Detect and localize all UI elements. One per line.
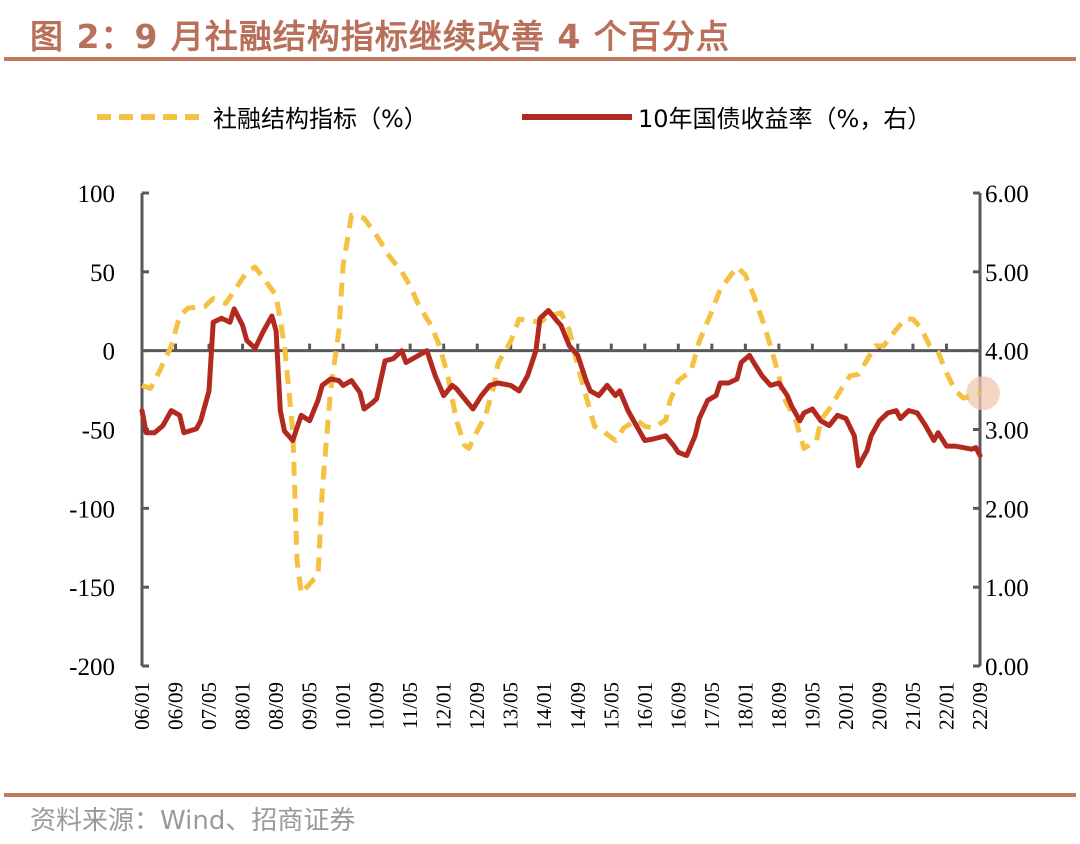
highlight-marker — [966, 376, 1000, 411]
left-tick-label: -150 — [69, 575, 115, 602]
x-tick-label: 20/01 — [834, 682, 858, 730]
right-tick-label: 2.00 — [985, 496, 1029, 523]
x-tick-label: 12/09 — [465, 682, 489, 730]
x-tick-label: 15/05 — [599, 682, 623, 730]
series-line-2 — [139, 306, 983, 469]
left-tick-label: 100 — [78, 181, 116, 208]
x-tick-label: 18/09 — [767, 682, 791, 730]
x-tick-label: 20/09 — [867, 682, 891, 730]
x-tick-label: 22/09 — [968, 682, 992, 730]
x-tick-label: 14/01 — [532, 682, 556, 730]
x-tick-label: 11/05 — [398, 682, 422, 729]
x-tick-label: 07/05 — [197, 682, 221, 730]
x-tick-label: 16/09 — [666, 682, 690, 730]
x-tick-label: 18/01 — [733, 682, 757, 730]
x-tick-label: 08/01 — [231, 682, 255, 730]
right-tick-label: 0.00 — [985, 654, 1029, 681]
x-tick-label: 10/01 — [331, 682, 355, 730]
x-tick-label: 21/05 — [901, 682, 925, 730]
x-tick-label: 22/01 — [934, 682, 958, 730]
right-tick-label: 4.00 — [985, 339, 1029, 366]
x-tick-label: 08/09 — [264, 682, 288, 730]
x-tick-label: 06/01 — [130, 682, 154, 730]
x-tick-label: 13/05 — [499, 682, 523, 730]
legend-label-series1: 社融结构指标（%） — [213, 105, 428, 133]
right-tick-label: 3.00 — [985, 418, 1029, 445]
left-tick-label: -100 — [69, 496, 115, 523]
x-tick-label: 14/09 — [566, 682, 590, 730]
x-tick-label: 12/01 — [432, 682, 456, 730]
series-line-1 — [141, 212, 981, 596]
source-divider — [4, 793, 1076, 797]
right-tick-label: 1.00 — [985, 575, 1029, 602]
legend: 社融结构指标（%） 10年国债收益率（%，右） — [97, 105, 931, 133]
title-divider — [4, 57, 1076, 61]
right-tick-label: 5.00 — [985, 260, 1029, 287]
x-tick-label: 10/09 — [365, 682, 389, 730]
source-note: 资料来源：Wind、招商证券 — [30, 806, 356, 836]
left-tick-label: 50 — [90, 260, 115, 287]
left-tick-label: -200 — [69, 654, 115, 681]
x-tick-label: 16/01 — [633, 682, 657, 730]
x-tick-label: 06/09 — [164, 682, 188, 730]
left-tick-label: 0 — [103, 339, 116, 366]
legend-label-series2: 10年国债收益率（%，右） — [638, 105, 931, 133]
chart: 社融结构指标（%） 10年国债收益率（%，右） 100 50 0 -50 -100 -15… — [69, 105, 1029, 730]
left-tick-label: -50 — [82, 418, 115, 445]
x-tick-label: 09/05 — [298, 682, 322, 730]
x-tick-label: 19/05 — [800, 682, 824, 730]
x-tick-label: 17/05 — [700, 682, 724, 730]
figure-title: 图 2：9 月社融结构指标继续改善 4 个百分点 — [30, 17, 730, 56]
right-tick-label: 6.00 — [985, 181, 1029, 208]
